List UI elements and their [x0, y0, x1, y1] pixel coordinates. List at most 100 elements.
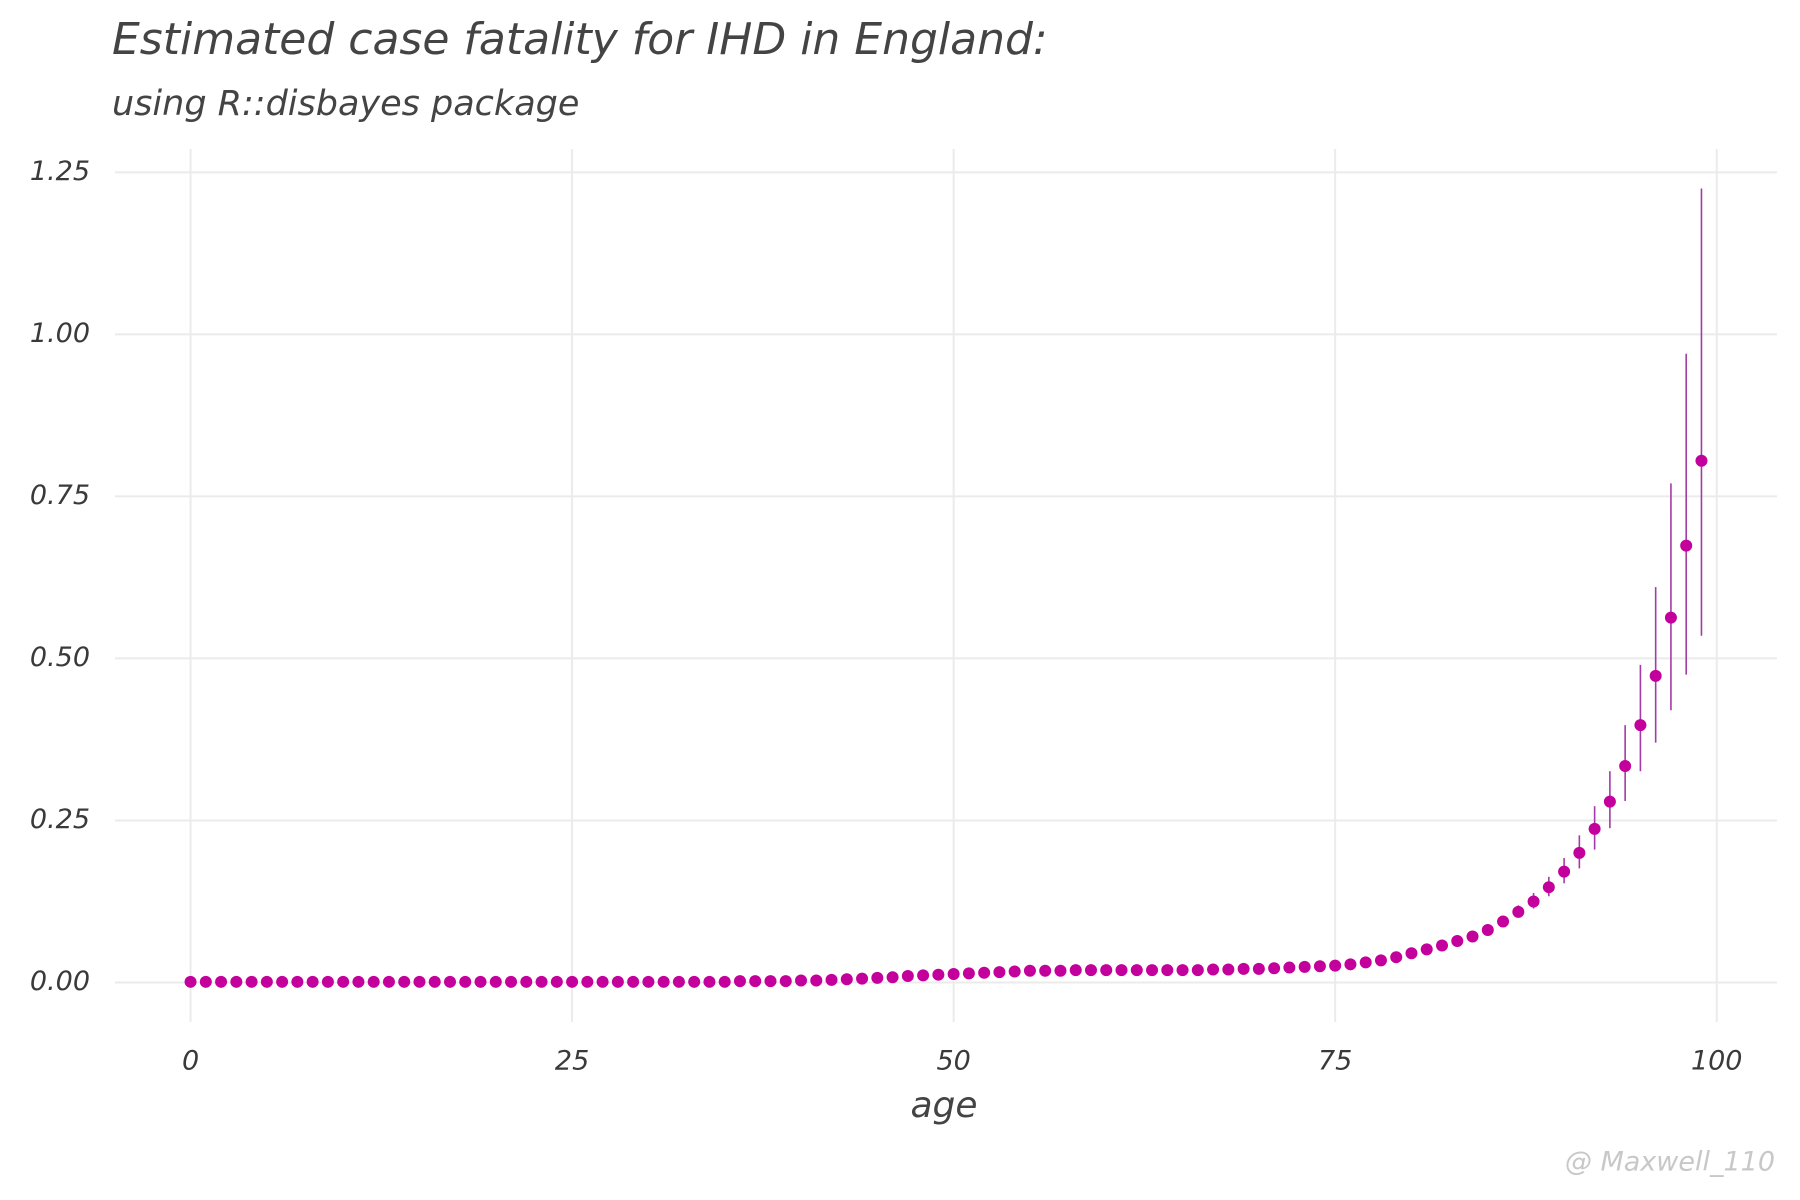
- point: [276, 975, 289, 988]
- point: [840, 973, 853, 986]
- x-tick-label: 50: [936, 1046, 970, 1077]
- point: [581, 975, 594, 988]
- point: [1603, 795, 1616, 808]
- point: [184, 975, 197, 988]
- point: [1542, 881, 1555, 894]
- point: [1207, 963, 1220, 976]
- point: [1664, 611, 1677, 624]
- point: [627, 975, 640, 988]
- chart-title: Estimated case fatality for IHD in Engla…: [112, 14, 1048, 65]
- point: [1023, 964, 1036, 977]
- point: [550, 975, 563, 988]
- x-tick-label: 0: [182, 1046, 199, 1077]
- point: [856, 972, 869, 985]
- point: [1634, 719, 1647, 732]
- point: [413, 975, 426, 988]
- point: [1573, 846, 1586, 859]
- point: [1481, 923, 1494, 936]
- point: [352, 975, 365, 988]
- point: [703, 975, 716, 988]
- point: [886, 971, 899, 984]
- point: [657, 975, 670, 988]
- point: [306, 975, 319, 988]
- point: [199, 975, 212, 988]
- point: [1100, 964, 1113, 977]
- point: [382, 975, 395, 988]
- point: [825, 973, 838, 986]
- point: [1008, 965, 1021, 978]
- point: [1695, 454, 1708, 467]
- point: [1420, 943, 1433, 956]
- point: [215, 975, 228, 988]
- point: [1268, 962, 1281, 975]
- point: [1497, 915, 1510, 928]
- point: [1329, 959, 1342, 972]
- point: [1054, 964, 1067, 977]
- point: [1451, 934, 1464, 947]
- point: [1374, 954, 1387, 967]
- point: [932, 968, 945, 981]
- point: [474, 975, 487, 988]
- point: [566, 975, 579, 988]
- point: [1222, 963, 1235, 976]
- point: [1405, 947, 1418, 960]
- point: [1069, 964, 1082, 977]
- point: [1527, 895, 1540, 908]
- point: [1436, 939, 1449, 952]
- point: [1176, 964, 1189, 977]
- point: [1359, 956, 1372, 969]
- y-tick-label: 0.00: [30, 966, 90, 997]
- point: [1283, 961, 1296, 974]
- point: [489, 975, 502, 988]
- point: [1252, 962, 1265, 975]
- point: [520, 975, 533, 988]
- point: [779, 975, 792, 988]
- point: [1298, 960, 1311, 973]
- point: [596, 975, 609, 988]
- y-tick-label: 0.25: [30, 804, 90, 835]
- x-tick-label: 75: [1318, 1046, 1352, 1077]
- point: [443, 975, 456, 988]
- point: [367, 975, 380, 988]
- point: [1558, 865, 1571, 878]
- point: [1115, 964, 1128, 977]
- point: [1588, 822, 1601, 835]
- watermark: @ Maxwell_110: [1565, 1147, 1775, 1178]
- point: [871, 971, 884, 984]
- point: [1344, 958, 1357, 971]
- point: [1313, 960, 1326, 973]
- point: [688, 975, 701, 988]
- x-tick-label: 25: [555, 1046, 589, 1077]
- point: [642, 975, 655, 988]
- point: [718, 975, 731, 988]
- point: [978, 966, 991, 979]
- point: [505, 975, 518, 988]
- point: [337, 975, 350, 988]
- point: [398, 975, 411, 988]
- point: [1191, 964, 1204, 977]
- point: [230, 975, 243, 988]
- point: [795, 974, 808, 987]
- point: [1039, 964, 1052, 977]
- y-tick-label: 1.00: [30, 318, 90, 349]
- point: [245, 975, 258, 988]
- y-tick-label: 0.75: [30, 480, 90, 511]
- point: [1390, 951, 1403, 964]
- point: [291, 975, 304, 988]
- point: [1649, 669, 1662, 682]
- x-tick-label: 100: [1691, 1046, 1743, 1077]
- point: [1237, 962, 1250, 975]
- point: [733, 975, 746, 988]
- point: [917, 969, 930, 982]
- point: [1130, 964, 1143, 977]
- point: [749, 975, 762, 988]
- y-tick-label: 1.25: [30, 156, 90, 187]
- point: [962, 967, 975, 980]
- point: [1466, 930, 1479, 943]
- point: [947, 968, 960, 981]
- point: [1161, 964, 1174, 977]
- point: [1619, 759, 1632, 772]
- point: [459, 975, 472, 988]
- point: [764, 975, 777, 988]
